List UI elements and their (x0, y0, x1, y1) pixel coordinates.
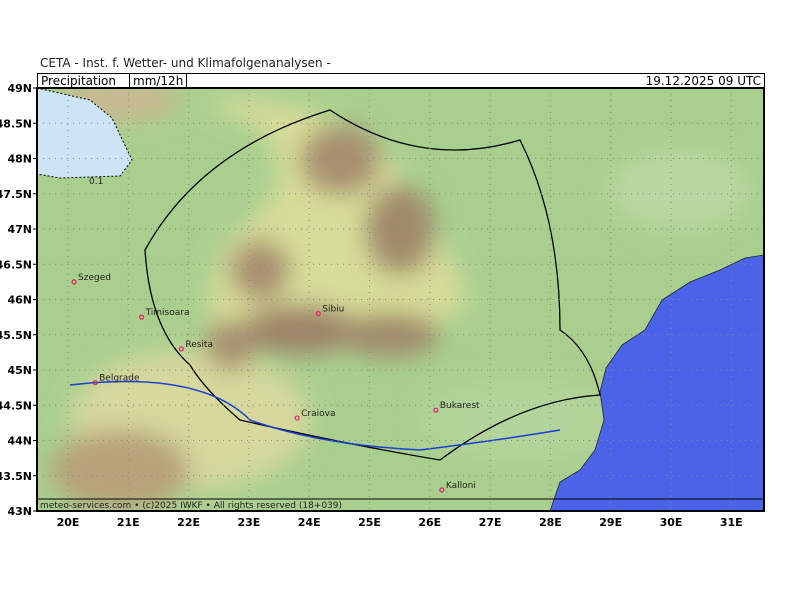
lat-label: 47N (7, 223, 32, 236)
city-marker (71, 279, 77, 285)
city-label: Kalloni (446, 481, 476, 491)
lon-label: 24E (298, 516, 321, 529)
city-label: Bukarest (440, 401, 480, 411)
datetime-label: 19.12.2025 09 UTC (645, 74, 761, 88)
footer-credit: meteo-services.com • (c)2025 IWKF • All … (40, 501, 342, 511)
city-marker (92, 380, 98, 386)
lat-label: 44.5N (0, 399, 32, 412)
lon-label: 22E (177, 516, 200, 529)
lon-label: 21E (117, 516, 140, 529)
contour-label: 0.1 (89, 177, 103, 187)
lat-label: 47.5N (0, 188, 32, 201)
city-label: Resita (185, 340, 213, 350)
lat-label: 46.5N (0, 258, 32, 271)
precipitation-area (37, 88, 133, 179)
city-marker (294, 415, 300, 421)
city-marker (178, 346, 184, 352)
unit-label: mm/12h (129, 74, 188, 88)
lon-label: 25E (358, 516, 381, 529)
city-marker (138, 314, 145, 320)
lat-label: 43N (7, 505, 32, 518)
city-label: Szeged (78, 273, 111, 283)
lat-label: 45.5N (0, 329, 32, 342)
lon-label: 30E (660, 516, 683, 529)
lat-label: 48.5N (0, 117, 32, 130)
city-marker (315, 311, 321, 317)
lat-label: 44N (7, 435, 32, 448)
lon-label: 29E (599, 516, 622, 529)
city-label: Timisoara (145, 308, 190, 318)
lon-label: 23E (237, 516, 260, 529)
lat-label: 43.5N (0, 470, 32, 483)
lon-label: 31E (720, 516, 743, 529)
lon-label: 26E (418, 516, 441, 529)
lat-label: 46N (7, 294, 32, 307)
romania-border (144, 109, 601, 461)
city-label: Belgrade (99, 374, 140, 384)
lon-label: 20E (57, 516, 80, 529)
parameter-label: Precipitation (41, 74, 117, 88)
lon-label: 28E (539, 516, 562, 529)
city-marker (439, 487, 445, 493)
city-label: Sibiu (322, 305, 344, 315)
city-label: Craiova (301, 409, 335, 419)
lon-label: 27E (479, 516, 502, 529)
city-marker (433, 407, 439, 413)
lat-label: 49N (7, 82, 32, 95)
lat-label: 48N (7, 153, 32, 166)
black-sea (549, 254, 764, 511)
institute-title: CETA - Inst. f. Wetter- und Klimafolgena… (40, 56, 331, 70)
lat-label: 45N (7, 364, 32, 377)
danube-river (69, 380, 561, 451)
